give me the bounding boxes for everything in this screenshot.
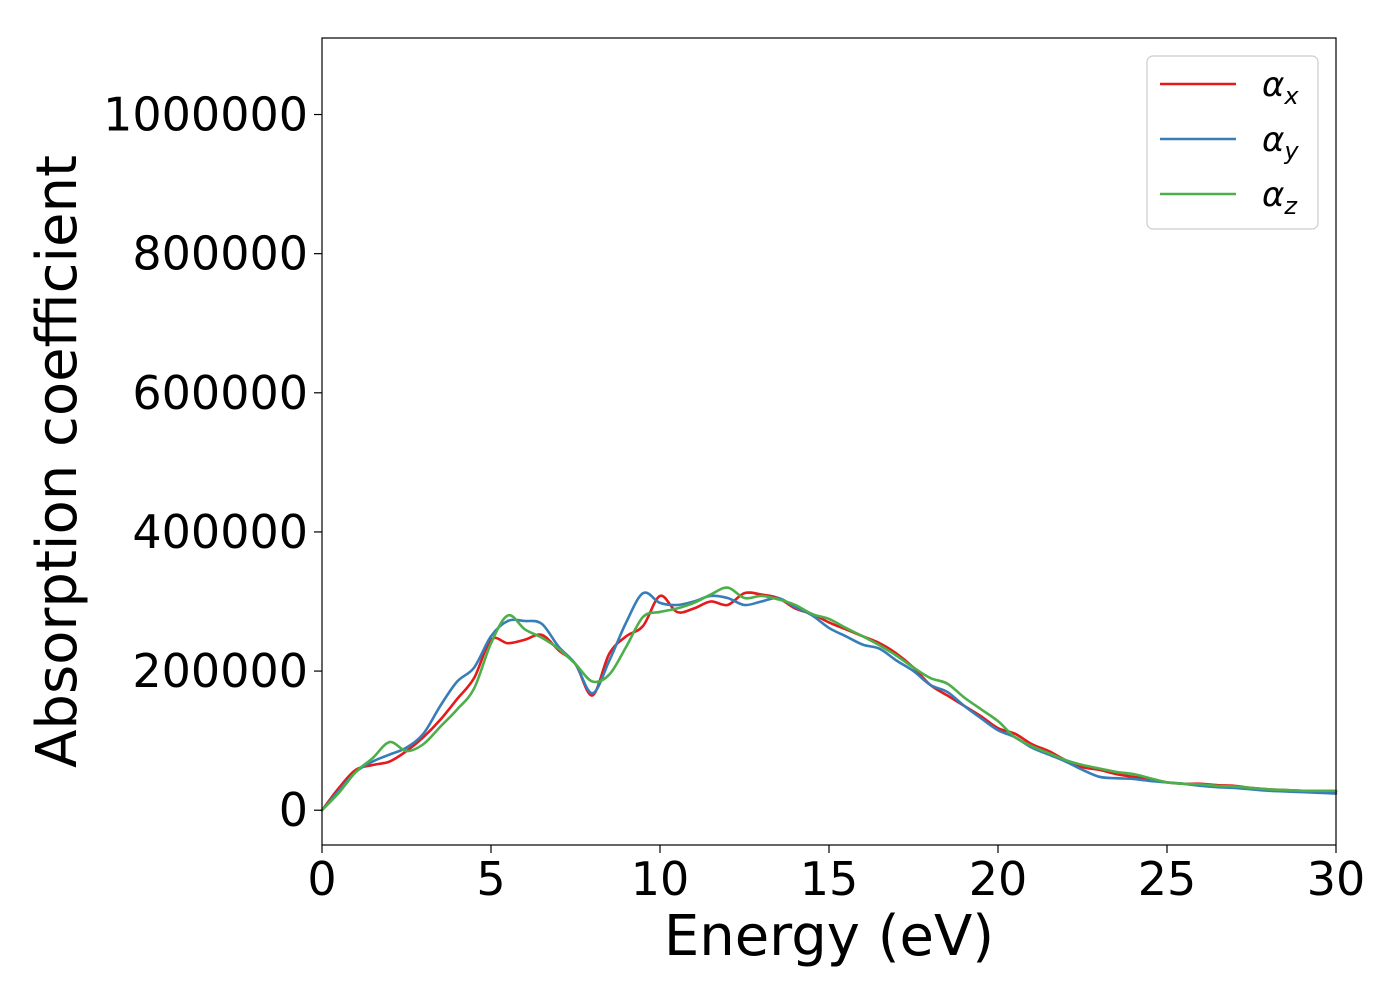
series-line-z: [320, 586, 1338, 812]
y-tick-label: 600000: [132, 366, 308, 420]
x-tick-label: 15: [800, 852, 859, 906]
x-tick-label: 0: [307, 852, 336, 906]
y-tick-label: 400000: [132, 505, 308, 559]
y-tick-label: 800000: [132, 227, 308, 281]
x-tick-label: 20: [969, 852, 1028, 906]
legend-subscript: y: [1283, 137, 1299, 165]
y-tick-label: 1000000: [103, 88, 308, 142]
x-tick-label: 5: [476, 852, 505, 906]
y-axis: 0 200000 400000 600000 800000 1000000: [103, 88, 322, 837]
x-tick-label: 25: [1138, 852, 1197, 906]
y-axis-title: Absorption coefficient: [25, 155, 90, 768]
y-tick-label: 200000: [132, 644, 308, 698]
legend-box: [1146, 55, 1319, 230]
legend-subscript: x: [1283, 82, 1299, 110]
y-tick-label: 0: [279, 783, 308, 837]
x-axis-title: Energy (eV): [664, 904, 994, 969]
x-tick-label: 30: [1307, 852, 1366, 906]
x-tick-label: 10: [631, 852, 690, 906]
series-layer: [320, 586, 1338, 812]
legend-subscript: z: [1283, 192, 1298, 220]
x-axis: 0 5 10 15 20 25 30: [307, 845, 1365, 906]
